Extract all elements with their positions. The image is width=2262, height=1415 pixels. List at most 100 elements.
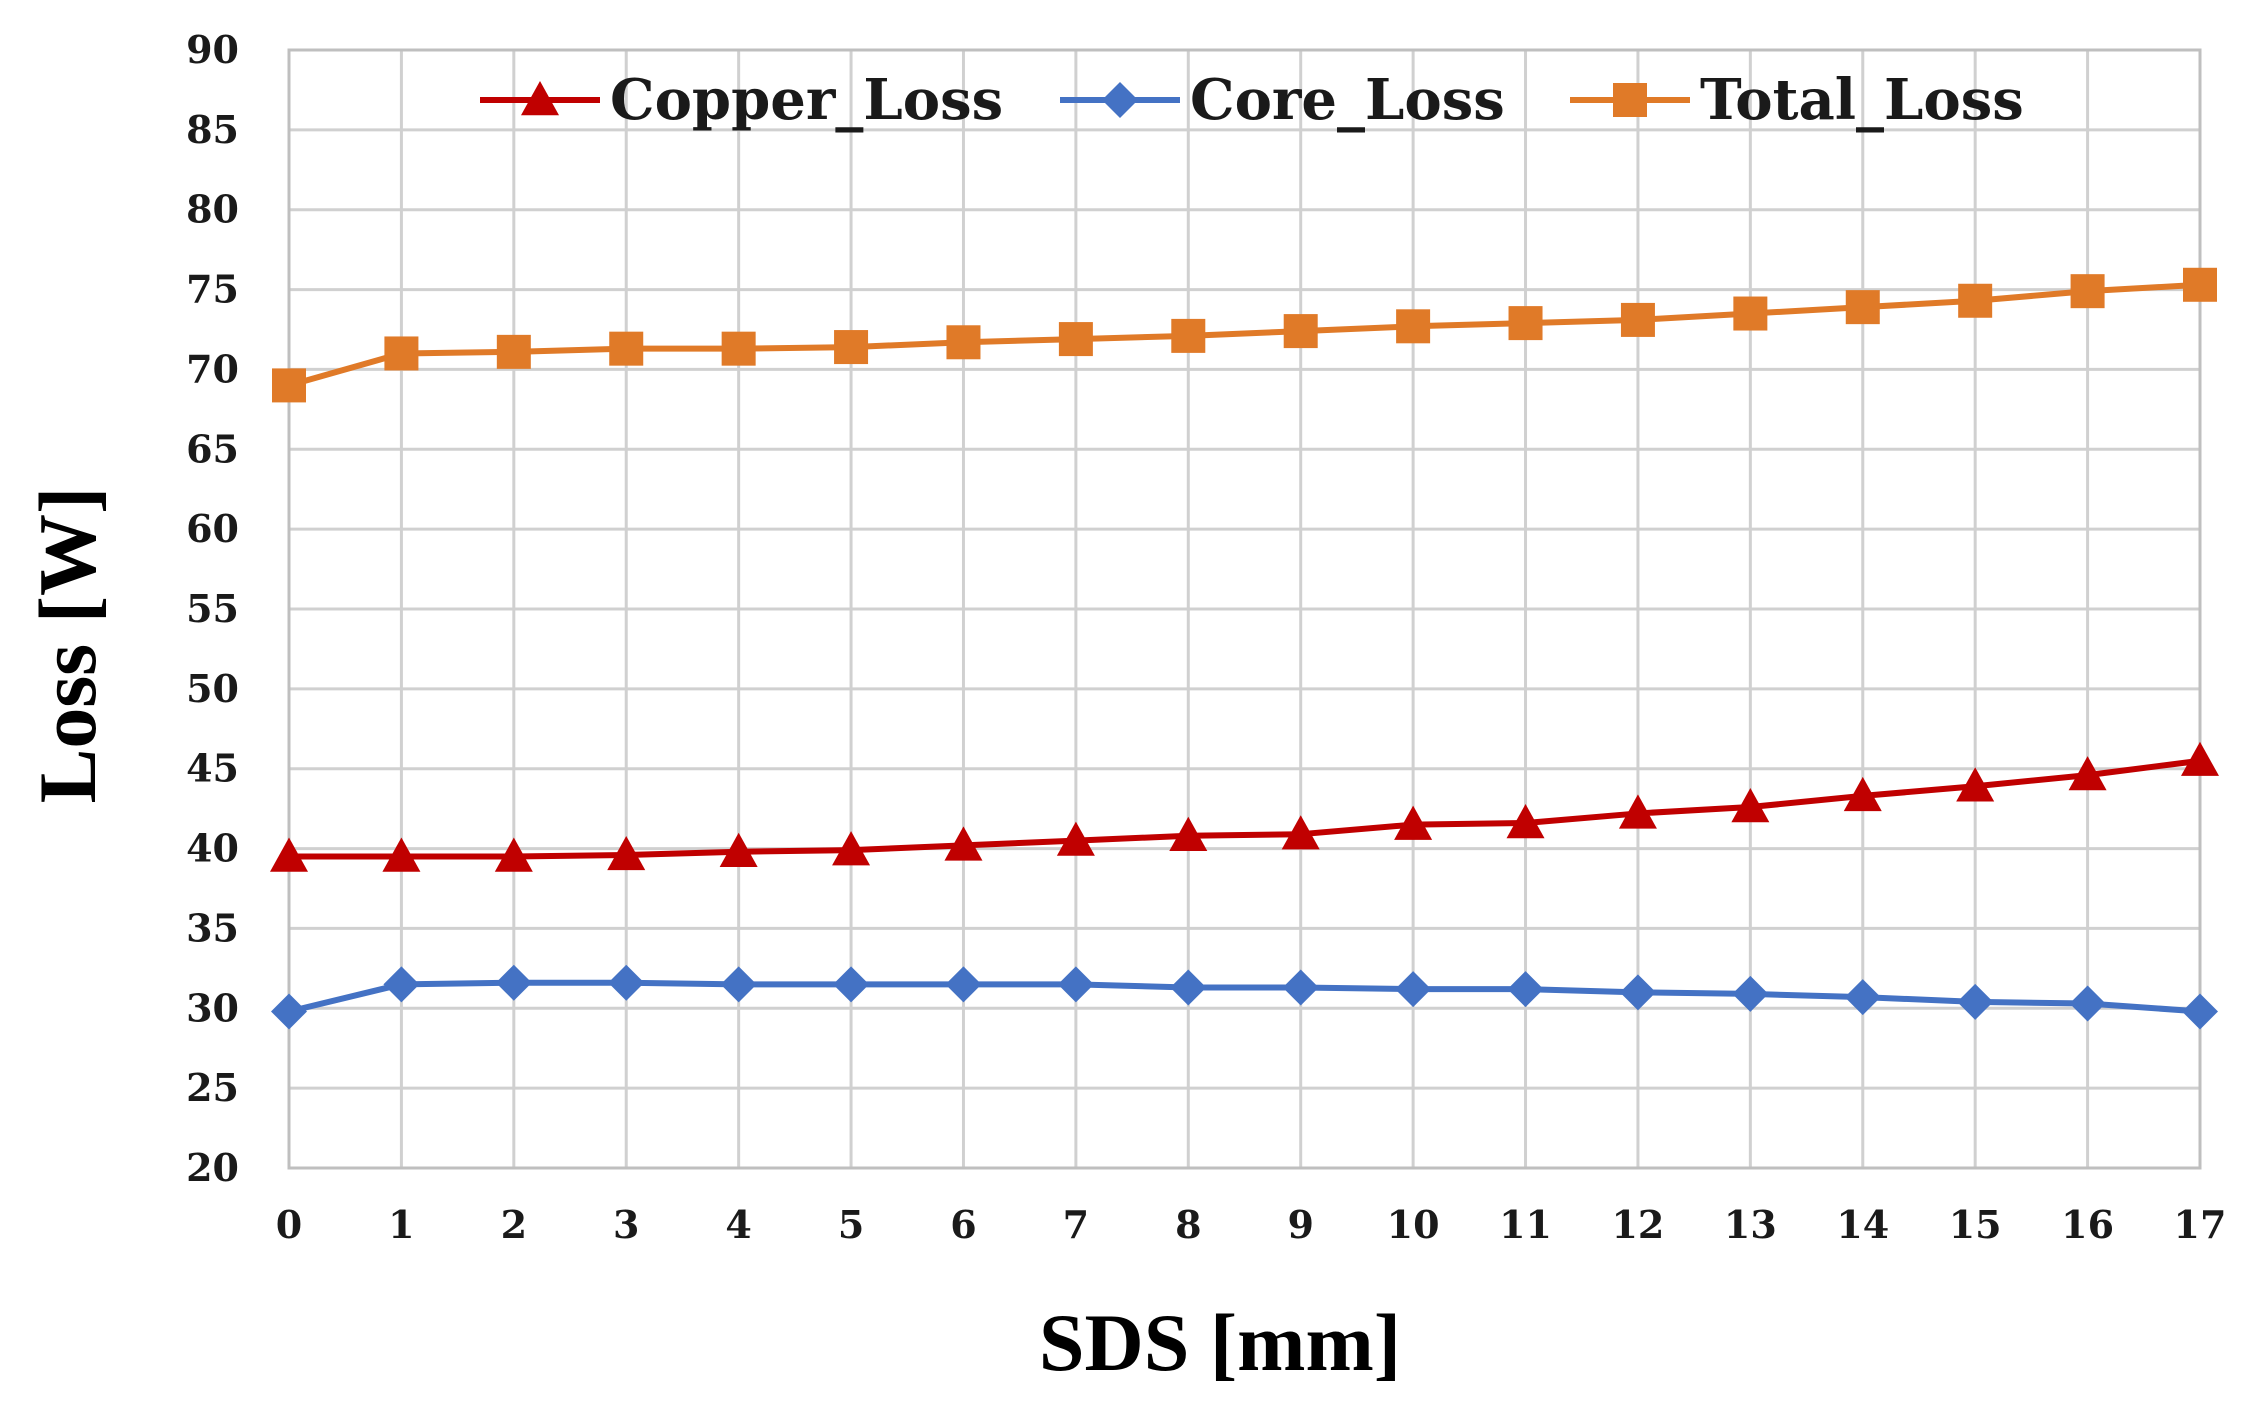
total-loss-point <box>1171 318 1206 353</box>
copper-loss-point <box>1731 788 1770 823</box>
copper-loss-point <box>2068 756 2107 791</box>
y-axis-tick-labels: 20 25 30 35 40 45 50 55 60 65 70 75 80 85 90 <box>186 27 239 1190</box>
legend-label: Core_Loss <box>1190 67 1505 133</box>
copper-loss-point <box>1056 821 1095 856</box>
y-tick-label: 30 <box>186 985 239 1030</box>
core-loss-point <box>720 966 757 1003</box>
y-tick-label: 55 <box>186 586 239 631</box>
total-loss-point <box>721 331 756 366</box>
x-tick-label: 8 <box>1175 1202 1201 1247</box>
core-loss-point <box>1619 974 1656 1011</box>
core-loss-point <box>271 993 307 1030</box>
core-loss-point <box>833 966 870 1003</box>
x-tick-label: 9 <box>1287 1202 1313 1247</box>
copper-loss-point <box>1394 805 1433 840</box>
x-axis-title: SDS [mm] <box>1039 1297 1401 1388</box>
y-tick-label: 50 <box>186 666 239 711</box>
legend-marker <box>1102 82 1138 118</box>
total-loss-point <box>496 334 531 369</box>
y-tick-label: 80 <box>186 187 239 232</box>
x-tick-label: 17 <box>2174 1202 2227 1247</box>
series-core-loss <box>271 964 2218 1030</box>
y-tick-label: 45 <box>186 746 239 791</box>
legend-marker <box>1613 83 1647 117</box>
total-loss-point <box>1845 290 1880 325</box>
legend-item-core-loss: Core_Loss <box>1060 67 1505 133</box>
core-loss-point <box>2069 985 2106 1022</box>
copper-loss-point <box>1618 794 1657 829</box>
x-tick-label: 6 <box>950 1202 976 1247</box>
total-loss-line <box>288 281 2201 389</box>
copper-loss-point <box>944 826 983 861</box>
core-loss-point <box>1282 969 1319 1006</box>
total-loss-point <box>834 330 869 365</box>
core-loss-point <box>2182 993 2218 1030</box>
total-loss-point <box>1396 309 1431 344</box>
core-loss-point <box>383 966 420 1003</box>
core-loss-point <box>1507 971 1544 1008</box>
x-tick-label: 15 <box>1949 1202 2002 1247</box>
total-loss-point <box>946 325 981 360</box>
core-loss-point <box>1732 975 1769 1012</box>
y-tick-label: 40 <box>186 826 239 871</box>
total-loss-point <box>2183 267 2217 302</box>
x-tick-label: 10 <box>1387 1202 1440 1247</box>
x-axis-tick-labels: 0 1 2 3 4 5 6 7 8 9 10 11 12 13 14 15 16 17 <box>276 1202 2227 1247</box>
core-loss-point <box>608 964 645 1001</box>
total-loss-point <box>1733 296 1768 331</box>
legend-item-total-loss: Total_Loss <box>1570 67 2024 133</box>
copper-loss-point <box>607 835 646 871</box>
legend: Copper_Loss Core_Loss Total_Loss <box>480 67 2024 133</box>
copper-loss-point <box>719 832 758 867</box>
x-tick-label: 12 <box>1611 1202 1664 1247</box>
total-loss-point <box>1958 283 1993 318</box>
data-series <box>270 267 2219 1030</box>
x-tick-label: 2 <box>501 1202 527 1247</box>
total-loss-point <box>384 336 419 371</box>
y-tick-label: 60 <box>186 506 239 551</box>
core-loss-point <box>1844 979 1881 1016</box>
total-loss-point <box>1620 302 1655 337</box>
core-loss-point <box>945 966 982 1003</box>
legend-item-copper-loss: Copper_Loss <box>480 67 1003 133</box>
total-loss-point <box>1508 306 1543 341</box>
total-loss-point <box>2070 274 2105 309</box>
copper-loss-point <box>1169 816 1208 851</box>
y-tick-label: 20 <box>186 1145 239 1190</box>
x-tick-label: 13 <box>1724 1202 1777 1247</box>
x-tick-label: 1 <box>388 1202 414 1247</box>
x-tick-label: 7 <box>1063 1202 1089 1247</box>
x-tick-label: 4 <box>725 1202 751 1247</box>
copper-loss-point <box>1843 776 1882 812</box>
copper-loss-point <box>832 831 871 866</box>
core-loss-line <box>288 979 2201 1015</box>
x-tick-label: 0 <box>276 1202 302 1247</box>
x-tick-label: 14 <box>1836 1202 1889 1247</box>
total-loss-point <box>1283 314 1318 349</box>
legend-label: Copper_Loss <box>610 67 1003 133</box>
x-tick-label: 11 <box>1499 1202 1552 1247</box>
y-tick-label: 35 <box>186 905 239 950</box>
total-loss-point <box>272 368 306 403</box>
copper-loss-point <box>1956 767 1995 802</box>
copper-loss-point <box>382 837 421 872</box>
copper-loss-point <box>1281 815 1320 850</box>
y-axis-title: Loss [W] <box>22 487 113 804</box>
core-loss-point <box>1957 983 1994 1020</box>
core-loss-point <box>495 964 532 1001</box>
plot-area-frame <box>287 48 2202 1170</box>
legend-marker <box>521 81 559 116</box>
copper-loss-point <box>2181 741 2219 776</box>
y-tick-label: 85 <box>186 107 239 152</box>
x-tick-label: 3 <box>613 1202 639 1247</box>
series-total-loss <box>272 267 2217 403</box>
copper-loss-point <box>1506 804 1545 839</box>
x-tick-label: 16 <box>2061 1202 2114 1247</box>
core-loss-point <box>1057 966 1094 1003</box>
x-tick-label: 5 <box>838 1202 864 1247</box>
core-loss-point <box>1395 971 1432 1008</box>
y-tick-label: 65 <box>186 426 239 471</box>
y-tick-label: 90 <box>186 27 239 72</box>
